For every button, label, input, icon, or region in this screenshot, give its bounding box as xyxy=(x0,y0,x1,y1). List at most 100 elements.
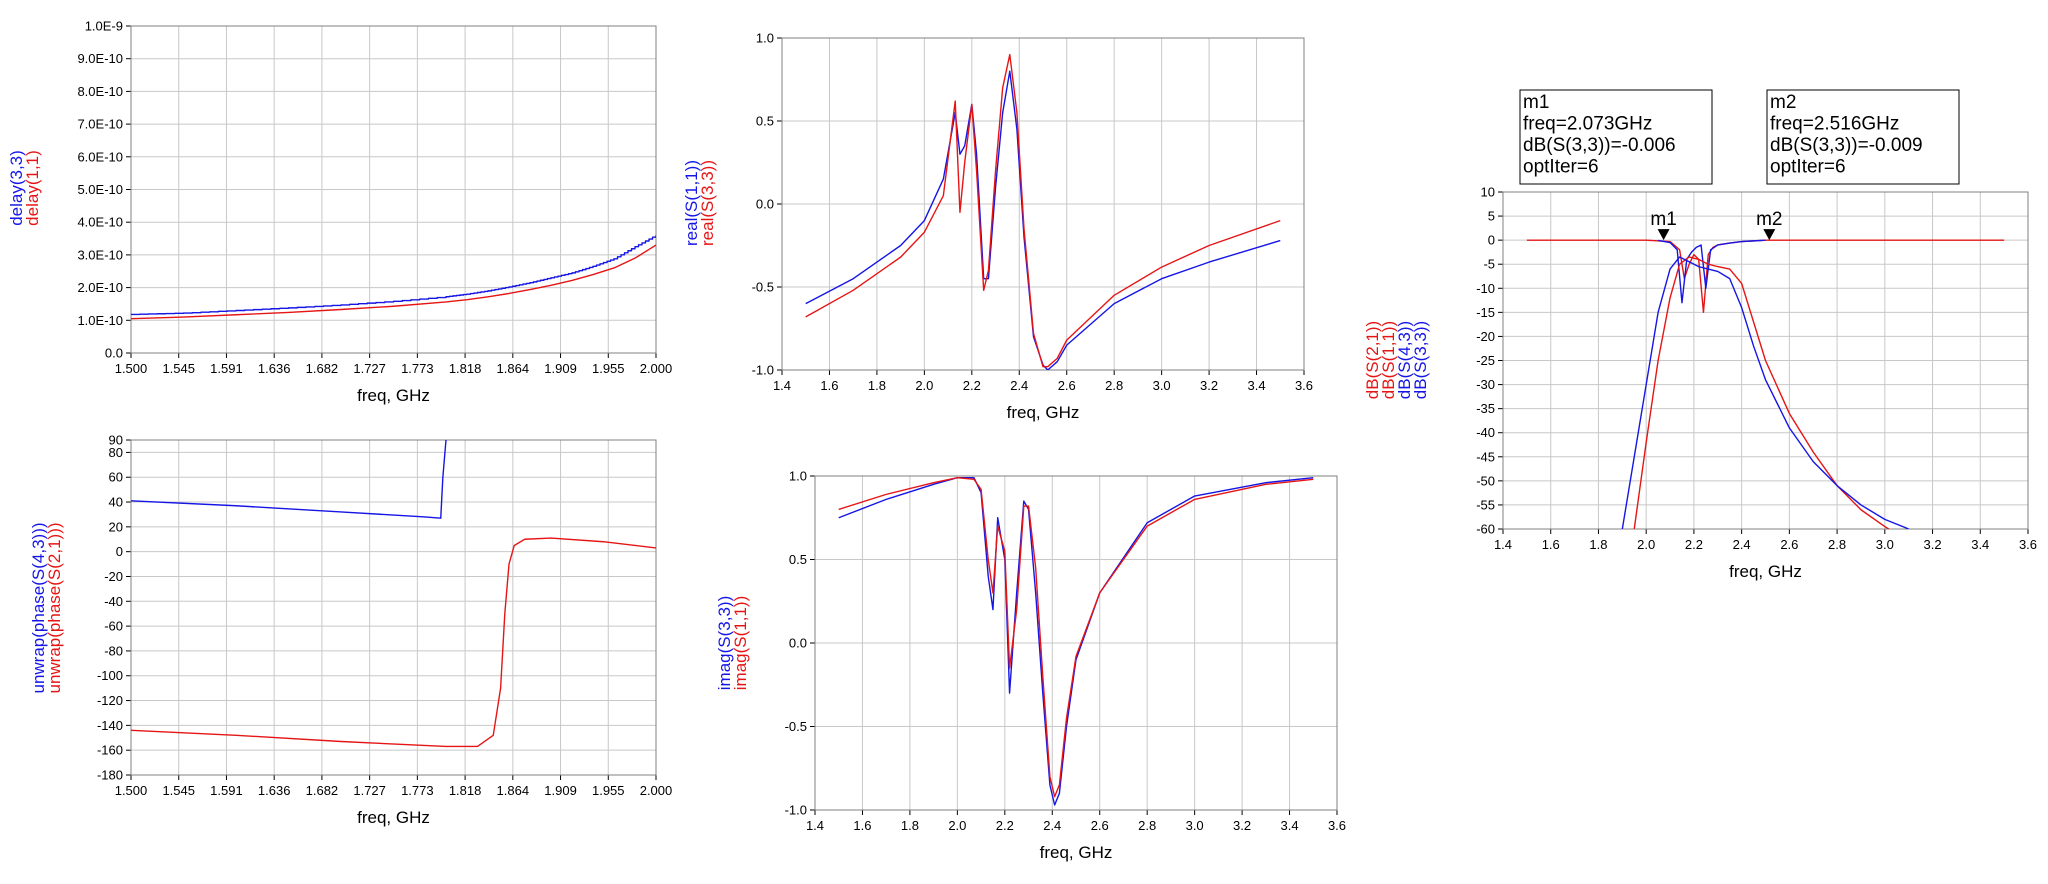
x-tick-label: 1.8 xyxy=(901,818,919,833)
series-line xyxy=(131,440,447,519)
chart-imag: 1.4 1.6 1.8 2.0 2.2 2.4 2.6 2.8 3.0 3.2 3.4 3.6 -1.0… xyxy=(715,469,1346,863)
y-tick-label: 2.0E-10 xyxy=(77,280,123,295)
y-tick-label: 7.0E-10 xyxy=(77,117,123,132)
x-tick-label: 2.6 xyxy=(1058,378,1076,393)
plot-frame xyxy=(781,37,1305,371)
y-tick-label: -0.5 xyxy=(752,280,774,295)
y-tick-label: 60 xyxy=(109,470,123,485)
x-tick-label: 1.591 xyxy=(210,783,243,798)
x-tick-label: 2.4 xyxy=(1010,378,1028,393)
marker-readout-line: dB(S(3,3))=-0.006 xyxy=(1523,135,1676,156)
y-tick-label: 10 xyxy=(1481,185,1495,200)
y-axis-label: dB(S(3,3)) xyxy=(1411,321,1430,399)
x-tick-label: 1.8 xyxy=(1589,537,1607,552)
x-tick-label: 1.727 xyxy=(353,783,386,798)
x-tick-label: 1.4 xyxy=(773,378,791,393)
x-tick-label: 1.545 xyxy=(162,783,195,798)
y-tick-label: -80 xyxy=(104,643,123,658)
x-tick-label: 3.0 xyxy=(1153,378,1171,393)
y-tick-label: 1.0 xyxy=(756,31,774,46)
x-axis-label: freq, GHz xyxy=(1007,403,1080,422)
y-tick-label: -45 xyxy=(1476,449,1495,464)
marker-readout-line: optIter=6 xyxy=(1770,157,1846,178)
x-tick-label: 1.500 xyxy=(115,361,148,376)
x-axis-label: freq, GHz xyxy=(1040,843,1113,862)
x-tick-label: 1.955 xyxy=(592,783,625,798)
y-tick-label: -15 xyxy=(1476,305,1495,320)
y-tick-label: -20 xyxy=(104,569,123,584)
x-tick-label: 1.682 xyxy=(306,783,339,798)
y-axis-label: imag(S(3,3)) xyxy=(715,596,734,690)
x-tick-label: 1.773 xyxy=(401,783,434,798)
marker-triangle[interactable] xyxy=(1657,229,1670,241)
x-tick-label: 1.636 xyxy=(258,783,291,798)
y-axis-label: unwrap(phase(S(2,1))) xyxy=(45,522,64,693)
x-tick-label: 3.4 xyxy=(1248,378,1266,393)
y-tick-label: 5.0E-10 xyxy=(77,182,123,197)
y-tick-label: -1.0 xyxy=(752,363,774,378)
x-tick-label: 2.000 xyxy=(640,361,673,376)
y-tick-label: 8.0E-10 xyxy=(77,84,123,99)
y-tick-label: 0.0 xyxy=(789,636,807,651)
marker-readout-line: freq=2.516GHz xyxy=(1770,114,1899,135)
x-tick-label: 3.6 xyxy=(1328,818,1346,833)
y-tick-label: -55 xyxy=(1476,497,1495,512)
x-tick-label: 3.2 xyxy=(1200,378,1218,393)
y-tick-label: 20 xyxy=(109,519,123,534)
chart-phase: 1.500 1.545 1.591 1.636 1.682 1.727 1.773 1.818… xyxy=(29,433,672,828)
y-tick-label: 4.0E-10 xyxy=(77,215,123,230)
y-tick-label: 0.0 xyxy=(105,346,123,361)
plot-frame xyxy=(130,25,657,354)
x-tick-label: 1.545 xyxy=(162,361,195,376)
x-axis-label: freq, GHz xyxy=(1729,562,1802,581)
y-tick-label: -180 xyxy=(97,768,123,783)
x-tick-label: 1.818 xyxy=(449,361,482,376)
x-tick-label: 1.909 xyxy=(544,361,577,376)
x-tick-label: 3.0 xyxy=(1876,537,1894,552)
x-tick-label: 1.591 xyxy=(210,361,243,376)
y-tick-label: 40 xyxy=(109,495,123,510)
series-line xyxy=(131,235,656,316)
y-tick-label: 3.0E-10 xyxy=(77,247,123,262)
x-tick-label: 2.8 xyxy=(1105,378,1123,393)
y-tick-label: -10 xyxy=(1476,281,1495,296)
y-tick-label: -30 xyxy=(1476,377,1495,392)
marker-triangle[interactable] xyxy=(1763,229,1776,241)
y-tick-label: 6.0E-10 xyxy=(77,149,123,164)
x-tick-label: 3.6 xyxy=(1295,378,1313,393)
x-tick-label: 1.6 xyxy=(853,818,871,833)
x-tick-label: 2.6 xyxy=(1780,537,1798,552)
x-tick-label: 3.4 xyxy=(1971,537,1989,552)
x-tick-label: 1.500 xyxy=(115,783,148,798)
y-tick-label: 0.5 xyxy=(789,552,807,567)
x-tick-label: 2.8 xyxy=(1828,537,1846,552)
x-tick-label: 2.4 xyxy=(1733,537,1751,552)
series-line xyxy=(805,53,1281,368)
y-tick-label: 0 xyxy=(1488,233,1495,248)
y-tick-label: -1.0 xyxy=(785,803,807,818)
x-tick-label: 2.2 xyxy=(1685,537,1703,552)
y-tick-label: -160 xyxy=(97,743,123,758)
x-axis-label: freq, GHz xyxy=(357,386,430,405)
x-tick-label: 1.864 xyxy=(497,361,530,376)
x-tick-label: 1.4 xyxy=(1494,537,1512,552)
series-line xyxy=(838,476,1314,798)
y-tick-label: 1.0E-9 xyxy=(85,19,123,34)
y-axis-label: real(S(3,3)) xyxy=(698,160,717,246)
x-tick-label: 1.6 xyxy=(820,378,838,393)
x-tick-label: 3.6 xyxy=(2019,537,2037,552)
y-tick-label: -25 xyxy=(1476,353,1495,368)
y-tick-label: -40 xyxy=(1476,425,1495,440)
y-tick-label: 90 xyxy=(109,433,123,448)
x-tick-label: 3.4 xyxy=(1281,818,1299,833)
plot-frame xyxy=(814,475,1338,811)
series-line xyxy=(131,537,656,748)
y-tick-label: -0.5 xyxy=(785,719,807,734)
y-tick-label: -120 xyxy=(97,693,123,708)
x-tick-label: 2.0 xyxy=(915,378,933,393)
y-tick-label: 1.0 xyxy=(789,469,807,484)
y-axis-label: unwrap(phase(S(4,3))) xyxy=(29,522,48,693)
y-tick-label: 1.0E-10 xyxy=(77,313,123,328)
x-tick-label: 1.955 xyxy=(592,361,625,376)
